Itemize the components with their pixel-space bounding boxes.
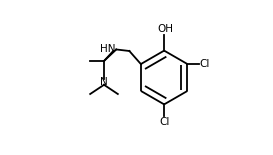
Text: Cl: Cl (200, 59, 210, 69)
Text: Cl: Cl (159, 117, 169, 127)
Text: N: N (100, 78, 108, 87)
Text: HN: HN (100, 44, 115, 54)
Text: OH: OH (158, 24, 174, 35)
